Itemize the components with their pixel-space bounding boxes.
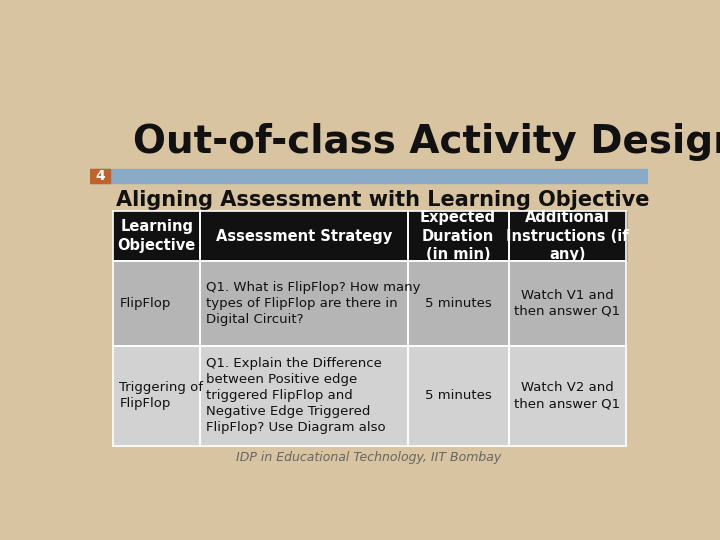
Bar: [408, 211, 508, 261]
Bar: [113, 261, 200, 346]
Text: Additional
Instructions (if
any): Additional Instructions (if any): [506, 210, 629, 262]
Text: Triggering of
FlipFlop: Triggering of FlipFlop: [120, 381, 204, 410]
Bar: [508, 346, 626, 446]
Bar: [90, 168, 110, 183]
Bar: [200, 211, 408, 261]
Text: 4: 4: [95, 168, 105, 183]
Bar: [113, 346, 200, 446]
Text: 5 minutes: 5 minutes: [425, 389, 492, 402]
Text: FlipFlop: FlipFlop: [120, 297, 171, 310]
Bar: [508, 261, 626, 346]
Bar: [200, 346, 408, 446]
Text: Assessment Strategy: Assessment Strategy: [216, 228, 392, 244]
Bar: [90, 168, 648, 183]
Text: IDP in Educational Technology, IIT Bombay: IDP in Educational Technology, IIT Bomba…: [236, 451, 502, 464]
Text: 5 minutes: 5 minutes: [425, 297, 492, 310]
Text: Watch V1 and
then answer Q1: Watch V1 and then answer Q1: [514, 289, 621, 318]
Text: Watch V2 and
then answer Q1: Watch V2 and then answer Q1: [514, 381, 621, 410]
Text: Q1. What is FlipFlop? How many
types of FlipFlop are there in
Digital Circuit?: Q1. What is FlipFlop? How many types of …: [206, 281, 420, 326]
Bar: [508, 211, 626, 261]
Text: Aligning Assessment with Learning Objective: Aligning Assessment with Learning Object…: [117, 190, 650, 210]
Bar: [408, 261, 508, 346]
Text: Out-of-class Activity Design - 3: Out-of-class Activity Design - 3: [132, 123, 720, 160]
Text: Learning
Objective: Learning Objective: [117, 219, 196, 253]
Text: Q1. Explain the Difference
between Positive edge
triggered FlipFlop and
Negative: Q1. Explain the Difference between Posit…: [206, 357, 386, 434]
Bar: [113, 211, 200, 261]
Bar: [408, 346, 508, 446]
Bar: [200, 261, 408, 346]
Text: Expected
Duration
(in min): Expected Duration (in min): [420, 210, 496, 262]
